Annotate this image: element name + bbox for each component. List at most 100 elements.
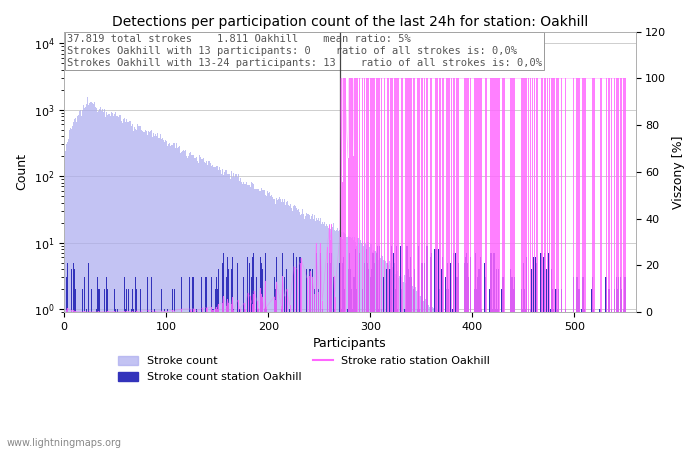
Bar [392,267,393,450]
Bar [367,262,368,450]
Bar [593,309,594,450]
Bar [436,249,437,450]
Bar [416,309,418,450]
Bar [194,158,195,450]
Bar [223,175,224,450]
Bar [441,312,442,450]
Bar [284,277,285,450]
Bar [343,257,344,450]
Bar [277,200,278,450]
Bar [241,182,242,450]
Bar [535,312,536,450]
Bar [376,253,377,450]
Bar [207,165,209,450]
Bar [243,182,244,450]
Bar [82,289,83,450]
Bar [614,312,615,450]
Bar [66,143,68,450]
Bar [294,205,295,450]
Bar [344,289,345,450]
Bar [561,312,563,450]
Bar [323,225,324,450]
Bar [442,312,443,450]
Bar [498,269,499,450]
Bar [454,312,456,450]
Bar [158,138,160,450]
Bar [333,223,334,450]
Bar [437,310,438,450]
Bar [389,269,390,450]
Bar [378,309,379,450]
Bar [541,312,542,450]
Bar [476,289,477,450]
Bar [540,253,541,450]
Bar [138,126,139,450]
Bar [287,201,288,450]
Bar [81,116,82,450]
Bar [108,114,109,450]
Bar [584,312,585,450]
Bar [131,309,132,450]
Bar [475,253,476,450]
Bar [363,242,365,450]
Bar [136,289,137,450]
Bar [501,289,503,450]
Bar [232,257,233,450]
Bar [573,277,574,450]
Bar [307,214,309,450]
Bar [438,249,439,450]
Bar [478,269,479,450]
Bar [368,243,369,450]
Bar [202,159,204,450]
Bar [186,156,187,450]
Bar [559,312,561,450]
Bar [280,199,281,450]
Bar [624,277,625,450]
Bar [77,116,78,450]
Bar [316,220,318,450]
Bar [512,289,514,450]
Bar [430,307,431,450]
Bar [155,134,156,450]
Bar [595,312,596,450]
Bar [124,277,125,450]
Bar [244,184,245,450]
Bar [82,110,83,450]
Bar [354,237,356,450]
Bar [482,312,483,450]
Bar [621,312,622,450]
Bar [98,112,99,450]
Bar [333,277,334,450]
Bar [177,148,178,450]
Bar [276,257,277,450]
Bar [529,312,530,450]
Legend: Stroke count, Stroke count station Oakhill, Stroke ratio station Oakhill: Stroke count, Stroke count station Oakhi… [113,351,495,387]
Bar [540,312,541,450]
Bar [225,170,226,450]
Bar [85,107,86,450]
Bar [84,108,85,450]
Bar [533,312,534,450]
Bar [547,312,548,450]
Bar [391,268,392,450]
Bar [608,289,610,450]
Bar [214,167,215,450]
Bar [527,312,528,450]
Bar [554,312,556,450]
Text: www.lightningmaps.org: www.lightningmaps.org [7,438,122,448]
Bar [236,174,237,450]
Bar [335,231,336,450]
Bar [286,269,287,450]
Bar [548,253,550,450]
Bar [480,312,481,450]
Bar [614,289,615,450]
Bar [96,108,97,450]
Bar [528,309,529,450]
Bar [514,312,516,450]
Bar [242,184,243,450]
Bar [344,233,345,450]
Bar [402,282,403,450]
Bar [132,289,133,450]
Bar [320,218,321,450]
Bar [382,256,383,450]
